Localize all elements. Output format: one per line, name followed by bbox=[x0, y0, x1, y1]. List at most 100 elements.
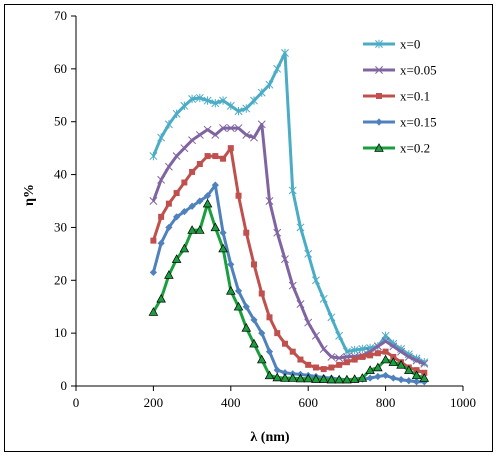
data-point bbox=[234, 106, 243, 116]
data-point bbox=[281, 48, 289, 58]
data-point bbox=[281, 340, 288, 347]
data-point bbox=[258, 290, 265, 297]
data-point bbox=[319, 294, 328, 303]
data-point bbox=[357, 373, 368, 382]
y-tick-label: 0 bbox=[61, 378, 68, 393]
data-point bbox=[242, 303, 250, 311]
data-point bbox=[335, 331, 344, 340]
data-point bbox=[256, 354, 267, 364]
data-point bbox=[296, 300, 305, 309]
data-point bbox=[179, 243, 190, 253]
data-point bbox=[381, 337, 390, 346]
y-tick-label: 50 bbox=[54, 114, 67, 129]
series-2 bbox=[149, 120, 429, 368]
data-point bbox=[396, 359, 406, 369]
y-tick-label: 40 bbox=[54, 167, 67, 182]
data-point bbox=[272, 372, 283, 382]
series-layer bbox=[148, 48, 430, 386]
data-point bbox=[326, 374, 337, 384]
data-point bbox=[204, 153, 211, 160]
x-tick-label: 1000 bbox=[450, 395, 476, 410]
data-point bbox=[196, 197, 204, 205]
data-point bbox=[212, 153, 219, 160]
data-point bbox=[189, 168, 196, 175]
x-tick-label: 200 bbox=[144, 395, 164, 410]
data-point bbox=[358, 344, 367, 354]
data-point bbox=[195, 225, 205, 234]
data-point bbox=[420, 359, 429, 368]
data-point bbox=[226, 101, 235, 111]
data-point bbox=[149, 151, 158, 161]
y-tick-label: 60 bbox=[54, 61, 67, 76]
data-point bbox=[264, 370, 275, 380]
data-point bbox=[265, 80, 274, 89]
data-point bbox=[164, 270, 174, 279]
data-point bbox=[249, 338, 259, 348]
data-point bbox=[421, 369, 428, 376]
data-point bbox=[367, 352, 374, 359]
data-point bbox=[288, 186, 297, 195]
data-point bbox=[250, 133, 258, 142]
data-point bbox=[173, 213, 181, 221]
data-point bbox=[188, 136, 197, 145]
data-point bbox=[157, 133, 166, 142]
data-point bbox=[336, 361, 343, 368]
data-point bbox=[156, 293, 166, 303]
data-point bbox=[235, 192, 242, 199]
data-point bbox=[195, 130, 204, 139]
data-point bbox=[419, 373, 430, 382]
data-point bbox=[373, 362, 383, 372]
data-point bbox=[257, 88, 266, 97]
data-point bbox=[335, 354, 344, 362]
data-point bbox=[218, 243, 228, 253]
data-point bbox=[281, 255, 289, 264]
data-point bbox=[180, 144, 189, 153]
legend-item-5: x=0.2 bbox=[363, 141, 430, 156]
y-tick-label: 20 bbox=[54, 272, 67, 287]
data-point bbox=[241, 322, 252, 332]
data-point bbox=[220, 155, 227, 162]
data-point bbox=[250, 316, 258, 324]
data-point bbox=[397, 376, 405, 384]
data-point bbox=[196, 161, 203, 167]
data-point bbox=[165, 223, 173, 232]
data-point bbox=[280, 373, 290, 382]
data-point bbox=[343, 359, 350, 366]
data-point bbox=[311, 374, 321, 383]
data-point bbox=[281, 369, 289, 377]
data-point bbox=[413, 367, 420, 374]
data-point bbox=[342, 374, 352, 384]
data-point bbox=[388, 357, 399, 366]
data-point bbox=[211, 130, 220, 139]
data-point bbox=[164, 120, 173, 129]
data-point bbox=[319, 345, 328, 353]
data-point bbox=[327, 313, 336, 322]
series-4 bbox=[149, 181, 428, 386]
data-point bbox=[312, 364, 319, 371]
data-point bbox=[181, 179, 188, 186]
data-point bbox=[149, 268, 157, 276]
data-point bbox=[219, 229, 227, 237]
data-point bbox=[288, 281, 297, 290]
data-point bbox=[211, 99, 220, 108]
data-point bbox=[180, 207, 188, 216]
data-point bbox=[351, 356, 358, 363]
x-axis-label: λ (nm) bbox=[250, 430, 289, 445]
data-point bbox=[203, 125, 212, 134]
data-point bbox=[320, 366, 327, 373]
data-point bbox=[375, 118, 383, 126]
data-point bbox=[219, 124, 228, 133]
data-point bbox=[158, 213, 165, 220]
data-point bbox=[227, 145, 234, 152]
data-point bbox=[219, 96, 228, 105]
y-axis-label: η% bbox=[22, 184, 37, 206]
data-point bbox=[211, 181, 219, 189]
data-point bbox=[203, 192, 212, 200]
data-point bbox=[350, 345, 359, 355]
data-point bbox=[366, 374, 374, 382]
data-point bbox=[404, 365, 414, 374]
data-point bbox=[195, 93, 204, 103]
data-point bbox=[172, 152, 181, 161]
y-tick-label: 30 bbox=[54, 219, 67, 234]
